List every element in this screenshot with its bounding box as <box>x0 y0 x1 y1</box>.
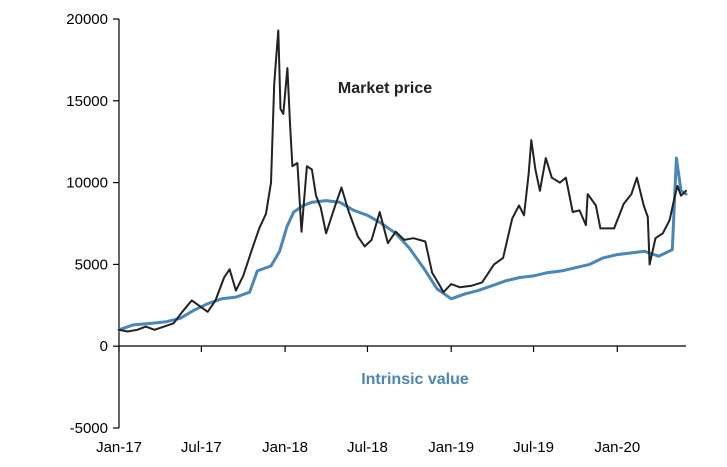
x-tick-label: Jul-19 <box>513 439 554 456</box>
y-axis: -5000 0 5000 10000 15000 20000 <box>66 11 120 437</box>
series-line-intrinsic-value <box>117 156 688 332</box>
x-tick-label: Jan-20 <box>594 439 640 456</box>
x-tick-label: Jul-18 <box>347 439 388 456</box>
y-tick-label: 20000 <box>66 11 108 28</box>
x-tick-label: Jan-17 <box>96 439 142 456</box>
y-tick-label: 0 <box>100 338 108 355</box>
series-line-market-price <box>118 29 687 333</box>
x-tick-label: Jul-17 <box>181 439 222 456</box>
x-axis: Jan-17 Jul-17 Jan-18 Jul-18 Jan-19 Jul-19 Jan-… <box>96 345 686 456</box>
series-layer <box>117 29 688 333</box>
y-tick-label: 5000 <box>75 256 108 273</box>
x-tick-label: Jan-18 <box>262 439 308 456</box>
y-tick-label: 15000 <box>66 93 108 110</box>
x-tick-label: Jan-19 <box>428 439 474 456</box>
legend-intrinsic-value: Intrinsic value <box>361 371 469 388</box>
y-tick-label: -5000 <box>70 420 108 437</box>
legend-market-price: Market price <box>338 80 432 97</box>
y-tick-label: 10000 <box>66 175 108 192</box>
